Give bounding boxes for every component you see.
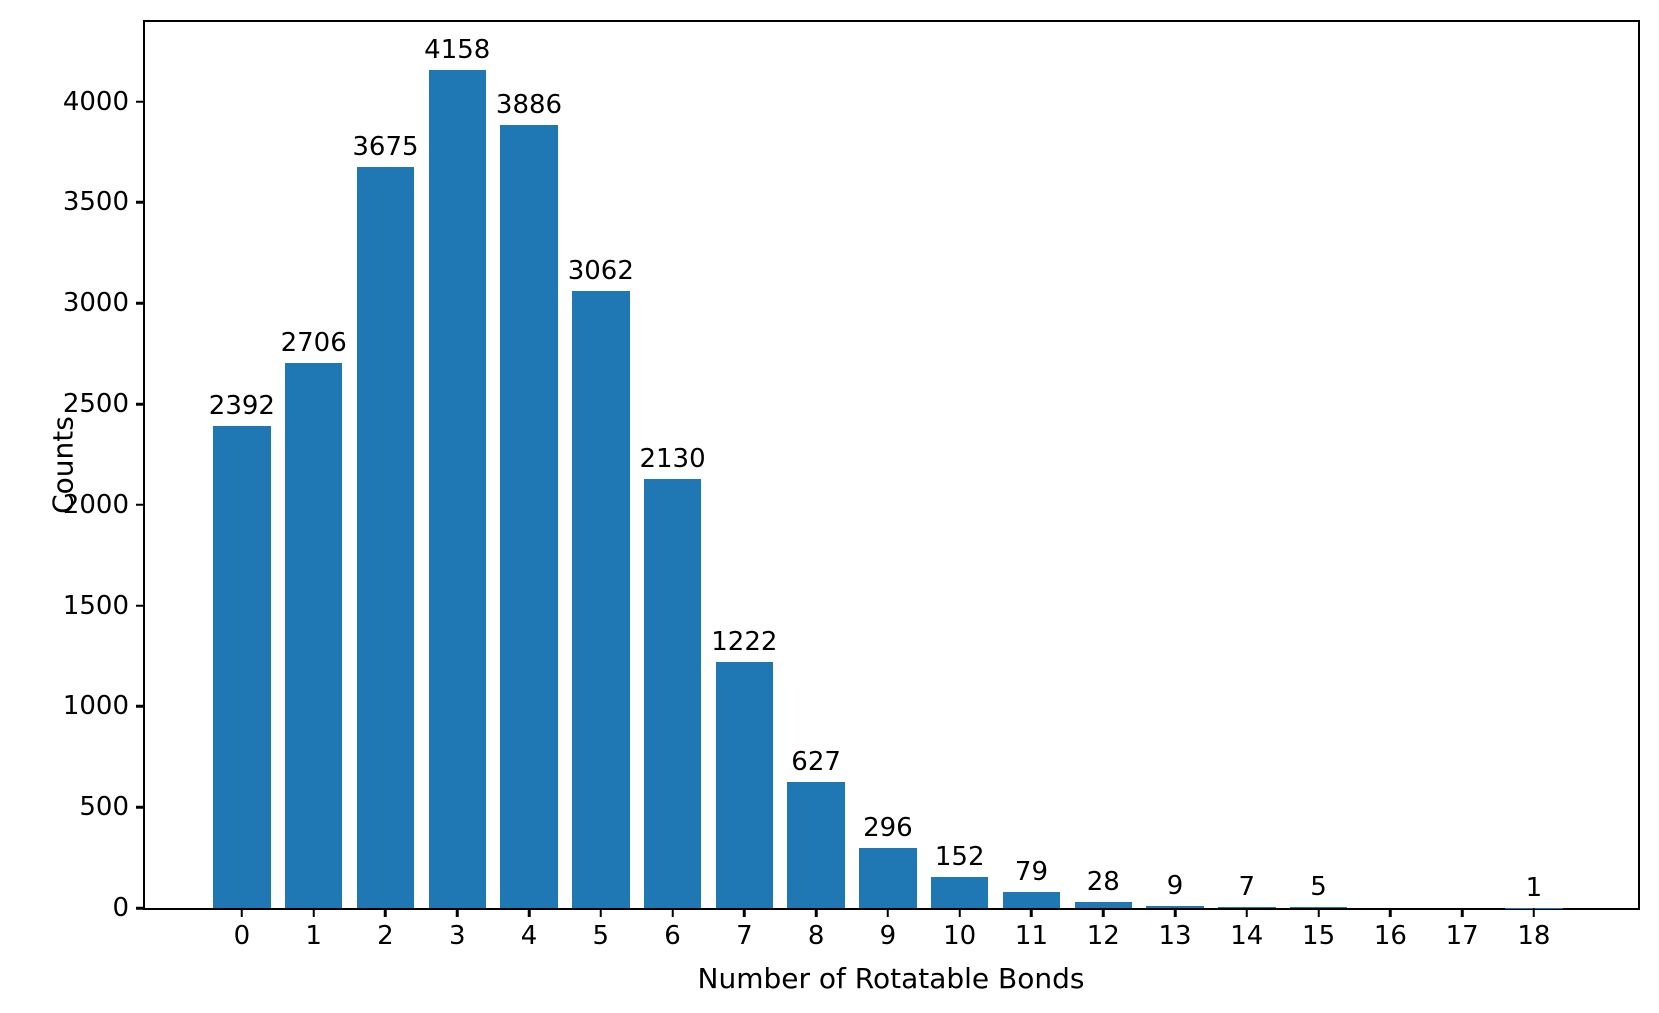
x-tick	[671, 908, 674, 917]
bar	[1289, 907, 1348, 908]
x-tick	[1173, 908, 1177, 917]
y-tick-label: 3000	[62, 288, 129, 319]
y-tick	[136, 503, 145, 507]
bar-value-label: 627	[791, 746, 841, 777]
x-tick	[1030, 908, 1033, 917]
x-tick-label: 16	[1373, 921, 1407, 951]
bar	[643, 478, 702, 908]
x-tick-label: 10	[943, 921, 977, 951]
bar	[787, 781, 845, 908]
x-tick-label: 6	[664, 921, 681, 951]
y-tick-label: 3500	[62, 187, 129, 218]
bar-value-label: 9	[1166, 871, 1184, 902]
y-tick-label: 2000	[62, 489, 129, 520]
bar	[356, 167, 415, 908]
x-tick-label: 5	[592, 921, 610, 951]
x-tick-label: 12	[1086, 921, 1120, 951]
x-tick-label: 18	[1517, 921, 1551, 951]
bar	[930, 877, 989, 908]
bar-value-label: 5	[1310, 872, 1327, 902]
x-tick	[1389, 908, 1392, 917]
bar	[859, 848, 917, 908]
bar-value-label: 3062	[567, 255, 634, 286]
bar-value-label: 2706	[280, 327, 347, 358]
x-tick	[886, 908, 890, 917]
bar-value-label: 79	[1014, 857, 1049, 888]
x-tick	[958, 908, 961, 917]
y-axis-label: Counts	[46, 416, 80, 514]
x-tick-label: 1	[305, 921, 322, 951]
bar	[284, 362, 343, 908]
y-tick	[136, 805, 145, 809]
x-tick	[1317, 908, 1320, 917]
x-tick	[527, 908, 531, 917]
bar-value-label: 28	[1086, 867, 1120, 898]
y-tick-label: 1500	[62, 590, 129, 621]
bar	[1146, 906, 1204, 908]
x-axis-label: Number of Rotatable Bonds	[697, 962, 1085, 995]
x-tick	[1532, 908, 1536, 917]
x-tick	[1245, 908, 1249, 917]
x-tick-label: 13	[1158, 921, 1192, 951]
x-tick	[599, 908, 603, 917]
x-tick	[240, 908, 244, 917]
x-tick-label: 15	[1302, 921, 1336, 951]
bar-value-label: 1222	[711, 626, 778, 657]
y-tick	[136, 100, 145, 103]
bar	[500, 124, 558, 908]
plot-area: 2392 0 2706 1 3675 2 4158 3 3886 4 3062 5 2130 6 1222 7…	[63, 20, 1640, 949]
y-tick	[136, 301, 145, 305]
y-tick	[136, 201, 145, 204]
bar-value-label: 1	[1525, 872, 1543, 903]
y-tick	[136, 604, 145, 607]
y-tick	[136, 906, 145, 910]
y-tick-label: 0	[112, 893, 129, 923]
bar	[715, 661, 774, 908]
x-tick-label: 3	[448, 921, 466, 951]
bar	[213, 425, 271, 908]
x-tick	[1460, 908, 1464, 917]
bar	[572, 290, 630, 908]
bar-value-label: 2392	[208, 390, 275, 421]
x-tick	[312, 908, 315, 917]
bar-value-label: 296	[863, 813, 913, 844]
x-tick	[455, 908, 459, 917]
bar-value-label: 152	[934, 842, 985, 873]
x-tick-label: 11	[1014, 921, 1049, 951]
bar	[428, 69, 486, 908]
x-tick	[1101, 908, 1105, 917]
bar-value-label: 3886	[495, 89, 563, 120]
bar-value-label: 2130	[639, 443, 706, 474]
y-tick-label: 500	[79, 792, 129, 823]
x-tick-label: 4	[520, 921, 538, 951]
y-tick	[136, 705, 145, 708]
x-tick-label: 9	[879, 921, 897, 951]
y-tick-label: 2500	[62, 389, 129, 420]
x-tick-label: 0	[233, 921, 251, 951]
bar	[1074, 902, 1132, 908]
bar	[1218, 906, 1276, 908]
x-tick-label: 2	[377, 921, 394, 951]
bar-value-label: 7	[1238, 871, 1256, 902]
x-tick-label: 14	[1230, 921, 1264, 951]
x-tick-label: 7	[736, 921, 753, 951]
x-tick	[814, 908, 818, 917]
bar-value-label: 4158	[424, 34, 491, 65]
y-tick-label: 1000	[62, 691, 129, 722]
x-tick-label: 8	[807, 921, 825, 951]
x-tick	[384, 908, 387, 917]
bar-value-label: 3675	[352, 132, 419, 163]
x-tick	[743, 908, 746, 917]
x-tick-label: 17	[1445, 921, 1479, 951]
y-tick-label: 4000	[62, 86, 129, 117]
bar	[1002, 892, 1061, 908]
y-tick	[136, 402, 145, 406]
